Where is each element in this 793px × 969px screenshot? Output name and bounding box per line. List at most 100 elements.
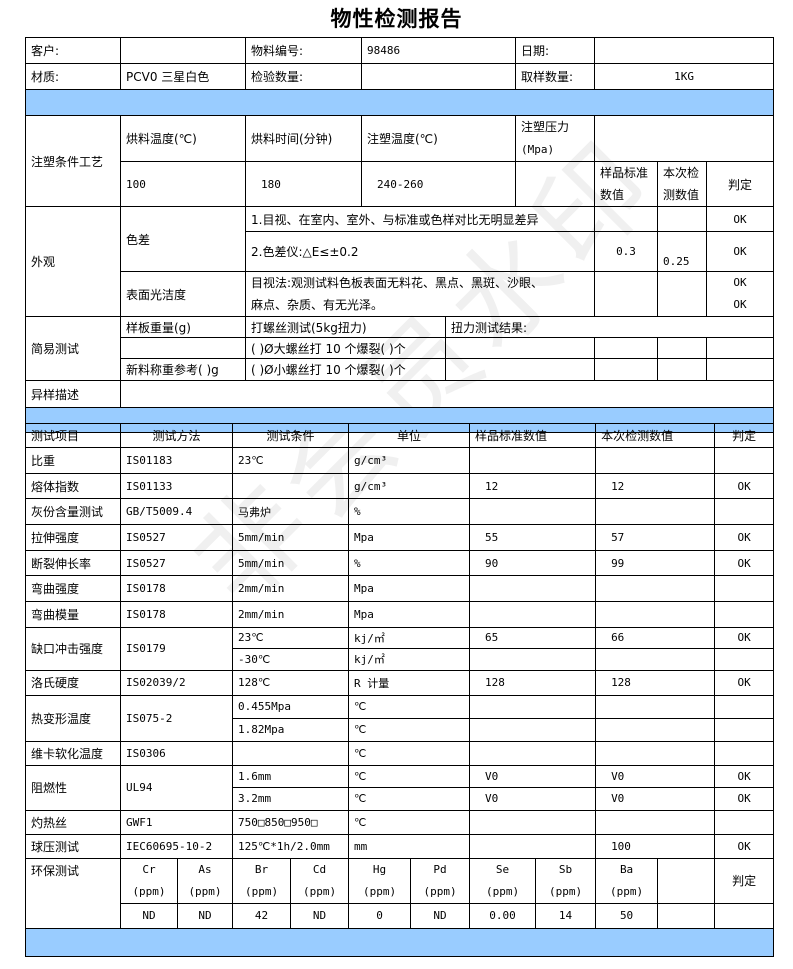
dry-temp-label: 烘料温度(℃): [120, 115, 246, 162]
table-row: 1.82Mpa ℃: [26, 717, 775, 742]
meter-this: 0.25: [657, 231, 707, 272]
std-value: [469, 647, 597, 671]
judge-label: 判定: [705, 161, 775, 207]
abnormal-label: 异样描述: [25, 380, 121, 408]
unit-cell: mm: [348, 833, 471, 859]
blank-cell: [705, 337, 775, 359]
this-value: [595, 717, 716, 742]
pressure-label: 注塑压力 (Mpa): [515, 115, 595, 162]
mold-temp-value[interactable]: 240-260: [361, 161, 516, 207]
condition-cell: 3.2mm: [232, 786, 350, 811]
std-value: [469, 717, 597, 742]
sample-weight-label: 样板重量(g): [120, 316, 246, 338]
unit-cell: kj/㎡: [348, 626, 471, 649]
abnormal-value[interactable]: [119, 380, 775, 408]
env-element-header: As (ppm): [176, 857, 234, 904]
small-screw-text: ( )Ø小螺丝打 10 个爆裂( )个: [245, 358, 446, 381]
test-method: IEC60695-10-2: [119, 833, 234, 859]
blank-cell: [594, 337, 658, 359]
unit-cell: g/cm³: [348, 447, 471, 474]
judge-value: [714, 647, 775, 671]
test-method: IS01133: [119, 472, 234, 500]
unit-cell: R 计量: [348, 669, 471, 696]
torque-result-label: 扭力测试结果:: [444, 316, 775, 338]
inspect-qty-value[interactable]: [361, 63, 516, 90]
condition-cell: 125℃*1h/2.0mm: [232, 833, 350, 859]
dry-time-value[interactable]: 180: [245, 161, 362, 207]
table-row: 弯曲模量 IS0178 2mm/min Mpa: [25, 601, 775, 628]
table-row: 热变形温度 IS075-2 0.455Mpa ℃: [25, 694, 775, 742]
std-value: [469, 833, 597, 859]
this-value: 99: [595, 549, 716, 577]
customer-value[interactable]: [120, 37, 246, 64]
condition-cell: 马弗炉: [232, 498, 350, 526]
std-value: V0: [469, 764, 597, 788]
std-value: [469, 809, 597, 835]
blank-cell: [657, 271, 707, 317]
pressure-value[interactable]: [515, 161, 595, 207]
element-unit: (ppm): [132, 884, 166, 898]
blank-cell: [657, 857, 716, 904]
judge-value: OK: [714, 626, 775, 649]
judge-value: OK: [714, 764, 775, 788]
blank-cell: [594, 358, 658, 381]
material-value[interactable]: PCV0 三星白色: [120, 63, 246, 90]
unit-cell: ℃: [348, 786, 471, 811]
element-unit: (ppm): [244, 884, 279, 898]
date-value[interactable]: [593, 37, 775, 64]
judge-value: [714, 809, 775, 835]
condition-cell: 750□850□950□: [232, 809, 350, 835]
element-unit: (ppm): [188, 884, 222, 898]
env-label: 环保测试: [25, 857, 121, 929]
env-element-header: Cd (ppm): [290, 857, 350, 904]
this-value: [595, 498, 716, 526]
report-title: 物性检测报告: [330, 7, 463, 31]
condition-cell: [232, 740, 350, 766]
env-value: ND: [176, 902, 234, 929]
surface-text-1: 目视法:观测试料色板表面无料花、黑点、黑斑、沙眼、: [251, 276, 544, 290]
element-symbol: Hg: [372, 862, 387, 876]
test-item: 拉伸强度: [25, 524, 121, 551]
simple-test-label: 简易测试: [25, 316, 121, 381]
env-value: ND: [120, 902, 178, 929]
material-no-value[interactable]: 98486: [361, 37, 516, 64]
blank-cell: [445, 337, 595, 359]
table-row: 断裂伸长率 IS0527 5mm/min% 90 99 OK: [25, 549, 775, 577]
env-element-header: Cr (ppm): [120, 857, 178, 904]
mold-temp-label: 注塑温度(℃): [361, 115, 516, 162]
env-judge-label: 判定: [714, 857, 775, 904]
judge-value: [714, 717, 775, 742]
condition-cell: 1.82Mpa: [232, 717, 350, 742]
std-value: V0: [469, 786, 597, 811]
element-symbol: Ba: [619, 862, 634, 876]
env-value: 14: [535, 902, 597, 929]
blank-cell: [657, 358, 707, 381]
header-table: 客户: 物料编号: 98486 日期: 材质: PCV0 三星白色 检验数量: …: [24, 37, 775, 433]
element-unit: (ppm): [485, 884, 520, 898]
env-value: 0: [348, 902, 412, 929]
judge-value: OK: [714, 549, 775, 577]
blank-cell: [657, 902, 716, 929]
env-element-header: Sb (ppm): [535, 857, 597, 904]
big-screw-text: ( )Ø大螺丝打 10 个爆裂( )个: [245, 337, 446, 359]
std-value: 128: [469, 669, 597, 696]
test-method: IS0179: [119, 626, 234, 671]
table-row: [24, 927, 775, 957]
std-value: [469, 740, 597, 766]
sample-qty-value[interactable]: 1KG: [593, 63, 775, 90]
unit-cell: ℃: [348, 764, 471, 788]
unit-cell: ℃: [348, 809, 471, 835]
pressure-label-2: (Mpa): [521, 143, 555, 156]
sample-weight-value[interactable]: [120, 337, 246, 359]
table-row: 拉伸强度 IS0527 5mm/min Mpa 55 57 OK: [25, 524, 775, 551]
this-label: 本次检测数值: [657, 161, 707, 207]
std-value: 90: [469, 549, 597, 577]
header-condition: 测试条件: [232, 423, 350, 448]
header-this: 本次检测数值: [595, 423, 716, 448]
element-unit: (ppm): [610, 884, 644, 898]
dry-temp-value[interactable]: 100: [120, 161, 246, 207]
this-value: V0: [595, 764, 716, 788]
element-unit: (ppm): [302, 884, 337, 898]
test-item: 缺口冲击强度: [25, 626, 121, 671]
judge-value: [714, 447, 775, 474]
